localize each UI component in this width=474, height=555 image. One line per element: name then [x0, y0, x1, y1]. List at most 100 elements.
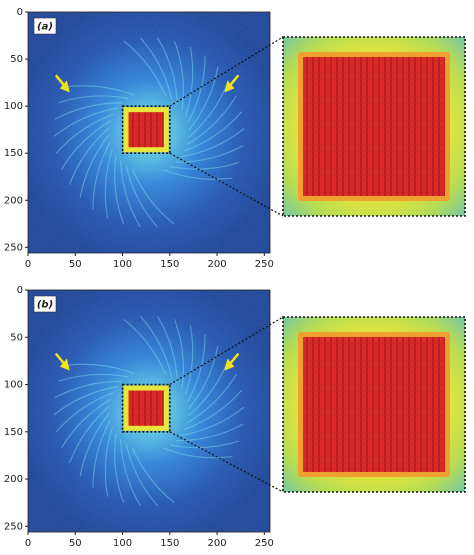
- streak: [188, 66, 219, 131]
- streak: [175, 423, 244, 442]
- x-tick-label: 100: [113, 538, 132, 549]
- streak: [188, 345, 219, 409]
- streak: [79, 413, 110, 477]
- streak: [184, 325, 194, 395]
- streak: [58, 95, 129, 104]
- streak: [119, 160, 141, 228]
- x-tick-label: 50: [69, 259, 82, 270]
- streak: [169, 440, 240, 449]
- x-tick-label: 150: [160, 538, 179, 549]
- streak: [58, 373, 129, 382]
- streak: [140, 315, 173, 379]
- x-tick-label: 150: [160, 259, 179, 270]
- y-tick-label: 150: [4, 427, 23, 438]
- label-box: [33, 17, 57, 35]
- panel-label: (a): [37, 22, 53, 33]
- streak: [68, 405, 110, 464]
- label-box: [33, 295, 57, 313]
- streak: [55, 391, 114, 433]
- streak: [53, 107, 118, 137]
- zoom-frame: [282, 36, 466, 217]
- streak: [180, 128, 245, 158]
- y-tick-label: 250: [4, 242, 23, 253]
- streak: [54, 102, 123, 120]
- zoom-core: [303, 57, 445, 196]
- streak: [55, 113, 114, 154]
- zoom-frame: [282, 316, 466, 493]
- x-tick-label: 0: [25, 259, 31, 270]
- plot-frame: [27, 289, 271, 533]
- streak: [119, 439, 141, 506]
- y-tick-label: 50: [10, 54, 23, 65]
- connector: [169, 152, 284, 217]
- x-tick-label: 200: [208, 259, 227, 270]
- streak: [92, 141, 111, 210]
- zoom-region: [121, 105, 171, 155]
- streak: [79, 134, 110, 199]
- streak: [92, 420, 111, 488]
- streak: [131, 168, 175, 225]
- streak: [184, 111, 243, 152]
- streak: [173, 40, 184, 110]
- streak: [186, 95, 238, 145]
- streak: [157, 316, 179, 383]
- streak: [125, 165, 158, 228]
- streak: [125, 443, 158, 507]
- streak: [68, 127, 110, 185]
- streak: [163, 447, 233, 459]
- streak: [184, 46, 194, 117]
- x-tick-label: 0: [25, 538, 31, 549]
- streak: [187, 55, 206, 124]
- x-tick-label: 250: [255, 259, 274, 270]
- streak: [169, 161, 240, 170]
- x-tick-label: 250: [255, 538, 274, 549]
- arrow-head: [224, 358, 235, 371]
- connector: [169, 431, 284, 493]
- center-core: [128, 112, 164, 148]
- streak: [140, 37, 173, 100]
- x-tick-label: 50: [69, 538, 82, 549]
- streak: [123, 40, 167, 97]
- streak: [114, 433, 125, 503]
- arrow-head: [59, 80, 70, 93]
- plot-frame: [27, 11, 271, 254]
- streak: [186, 373, 238, 424]
- streak: [60, 398, 112, 449]
- panel-label: (b): [37, 300, 53, 311]
- streak: [104, 148, 114, 219]
- streak: [180, 406, 245, 437]
- streak: [175, 145, 244, 163]
- streak: [131, 447, 175, 504]
- y-tick-label: 200: [4, 474, 23, 485]
- streak: [184, 389, 243, 431]
- y-tick-label: 150: [4, 148, 23, 159]
- x-tick-label: 200: [208, 538, 227, 549]
- connector: [169, 316, 284, 386]
- y-tick-label: 50: [10, 332, 23, 343]
- streak: [187, 334, 206, 402]
- streak: [53, 385, 118, 416]
- zoom-region: [121, 383, 171, 433]
- streak: [104, 427, 114, 497]
- y-tick-label: 0: [17, 285, 23, 296]
- streak: [114, 155, 125, 225]
- arrow-head: [59, 358, 70, 371]
- y-tick-label: 250: [4, 521, 23, 532]
- streak: [54, 380, 123, 399]
- streak: [123, 318, 167, 375]
- y-tick-label: 100: [4, 101, 23, 112]
- streak: [163, 169, 233, 180]
- streak: [65, 363, 135, 375]
- y-tick-label: 100: [4, 380, 23, 391]
- center-core: [128, 390, 164, 426]
- streak: [157, 37, 179, 105]
- streak: [173, 319, 184, 389]
- x-tick-label: 100: [113, 259, 132, 270]
- streak: [60, 120, 112, 170]
- y-tick-label: 0: [17, 7, 23, 18]
- y-tick-label: 200: [4, 195, 23, 206]
